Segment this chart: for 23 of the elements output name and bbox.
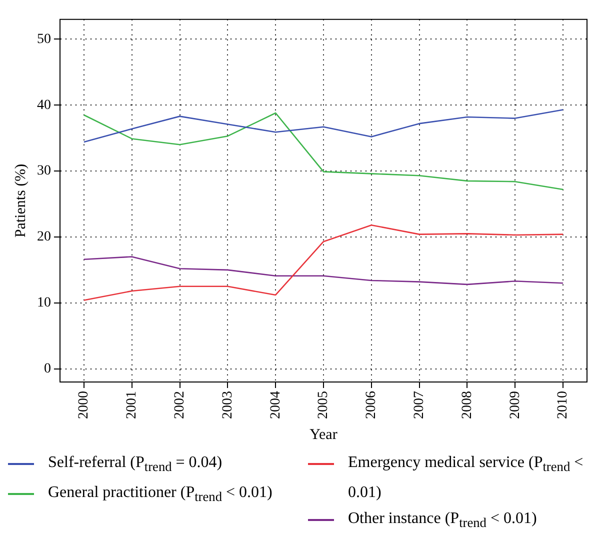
- x-tick-label: 2003: [220, 391, 236, 419]
- legend-label: Self-referral (P$_{trend}$ = 0.04): [48, 453, 224, 476]
- x-tick-label: 2009: [508, 391, 523, 419]
- x-tick-label: 2005: [316, 391, 332, 419]
- x-axis-title: Year: [310, 426, 338, 443]
- text: Emergency medical service (P$_{trend}$ < 0.01): [348, 454, 584, 502]
- x-tick-label: 2000: [76, 391, 92, 419]
- x-tick-label: 2004: [268, 391, 284, 419]
- legend-label: Other instance (P$_{trend}$ < 0.01): [348, 509, 538, 532]
- legend-label: General practitioner (P$_{trend}$ < 0.01): [48, 483, 274, 506]
- x-tick-label: 2010: [556, 391, 571, 419]
- x-tick-label: 2006: [364, 391, 380, 419]
- y-tick-label: 50: [37, 32, 51, 47]
- y-tick-label: 20: [37, 230, 51, 245]
- y-tick-label: 30: [37, 164, 51, 179]
- x-tick-label: 2001: [124, 391, 140, 419]
- y-tick-label: 0: [44, 361, 51, 376]
- y-tick-label: 40: [37, 98, 51, 113]
- y-axis-title: Patients (%): [12, 164, 29, 238]
- y-tick-label: 10: [37, 296, 51, 311]
- x-tick-label: 2007: [412, 391, 427, 419]
- x-tick-label: 2002: [172, 391, 188, 419]
- x-tick-label: 2008: [460, 391, 475, 419]
